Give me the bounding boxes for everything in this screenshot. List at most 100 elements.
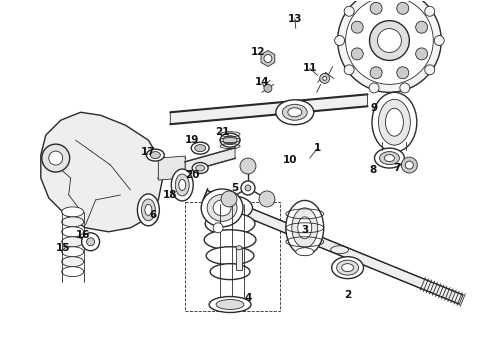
Text: 9: 9: [371, 103, 378, 113]
Text: 16: 16: [75, 230, 90, 240]
Ellipse shape: [216, 300, 244, 310]
Circle shape: [416, 48, 428, 60]
Circle shape: [240, 158, 256, 174]
Circle shape: [344, 65, 354, 75]
Ellipse shape: [372, 92, 417, 152]
Circle shape: [319, 73, 330, 84]
Circle shape: [49, 151, 63, 165]
Circle shape: [338, 0, 441, 92]
Ellipse shape: [208, 195, 252, 220]
Ellipse shape: [210, 264, 250, 280]
Circle shape: [351, 21, 363, 33]
Circle shape: [335, 36, 344, 45]
Circle shape: [370, 67, 382, 79]
Text: 10: 10: [283, 155, 297, 165]
Ellipse shape: [196, 165, 205, 171]
Ellipse shape: [223, 136, 237, 145]
Text: 12: 12: [251, 48, 265, 58]
Ellipse shape: [332, 257, 364, 279]
Text: 18: 18: [163, 190, 177, 200]
Polygon shape: [158, 156, 185, 180]
Text: 8: 8: [369, 165, 376, 175]
Circle shape: [344, 6, 354, 16]
Polygon shape: [185, 148, 235, 172]
Ellipse shape: [201, 189, 243, 227]
Circle shape: [397, 3, 409, 14]
Ellipse shape: [282, 104, 307, 120]
Circle shape: [370, 3, 382, 14]
Ellipse shape: [204, 230, 256, 250]
Text: 15: 15: [55, 243, 70, 253]
Text: 19: 19: [185, 135, 199, 145]
Circle shape: [259, 191, 275, 207]
Text: 13: 13: [288, 14, 302, 24]
Ellipse shape: [147, 149, 164, 161]
Text: 5: 5: [231, 183, 239, 193]
Ellipse shape: [342, 264, 354, 272]
Ellipse shape: [62, 227, 84, 237]
Ellipse shape: [175, 174, 189, 196]
Ellipse shape: [62, 207, 84, 217]
Ellipse shape: [191, 142, 209, 154]
Ellipse shape: [337, 260, 359, 275]
Circle shape: [221, 191, 237, 207]
Circle shape: [401, 157, 417, 173]
Text: 7: 7: [394, 163, 401, 173]
Circle shape: [264, 84, 272, 92]
Ellipse shape: [379, 152, 399, 165]
Text: 11: 11: [302, 63, 317, 73]
Circle shape: [425, 65, 435, 75]
Ellipse shape: [296, 248, 314, 256]
Circle shape: [434, 36, 444, 45]
Ellipse shape: [150, 152, 160, 159]
Circle shape: [369, 83, 379, 93]
Text: 4: 4: [245, 293, 252, 302]
Circle shape: [42, 144, 70, 172]
Circle shape: [87, 238, 95, 246]
Ellipse shape: [298, 217, 312, 239]
Circle shape: [264, 54, 272, 62]
Ellipse shape: [145, 204, 152, 215]
Bar: [185, 202, 280, 311]
Ellipse shape: [207, 194, 237, 221]
Ellipse shape: [195, 145, 206, 152]
Ellipse shape: [62, 257, 84, 267]
Ellipse shape: [205, 213, 255, 235]
Ellipse shape: [236, 246, 242, 250]
Circle shape: [245, 185, 251, 191]
Circle shape: [351, 48, 363, 60]
Ellipse shape: [209, 297, 251, 312]
Circle shape: [138, 205, 158, 225]
Circle shape: [82, 233, 99, 251]
Text: 6: 6: [150, 210, 157, 220]
Ellipse shape: [179, 180, 186, 190]
Ellipse shape: [142, 199, 155, 221]
Polygon shape: [261, 50, 275, 67]
Circle shape: [241, 181, 255, 195]
Circle shape: [397, 67, 409, 79]
Ellipse shape: [213, 200, 231, 216]
Circle shape: [416, 21, 428, 33]
Circle shape: [425, 6, 435, 16]
Text: 2: 2: [344, 289, 351, 300]
Ellipse shape: [378, 99, 410, 145]
Circle shape: [369, 21, 409, 60]
Text: 3: 3: [301, 225, 308, 235]
Polygon shape: [236, 248, 242, 270]
Ellipse shape: [385, 154, 394, 162]
Circle shape: [144, 210, 153, 220]
Ellipse shape: [137, 194, 159, 226]
Text: 21: 21: [215, 127, 229, 137]
Ellipse shape: [62, 217, 84, 227]
Circle shape: [345, 0, 433, 84]
Circle shape: [377, 28, 401, 53]
Ellipse shape: [292, 208, 318, 248]
Ellipse shape: [206, 247, 254, 265]
Circle shape: [213, 223, 223, 233]
Text: 20: 20: [185, 170, 199, 180]
Text: 1: 1: [314, 143, 321, 153]
Circle shape: [405, 161, 414, 169]
Ellipse shape: [276, 100, 314, 125]
Text: 17: 17: [141, 147, 156, 157]
Circle shape: [323, 76, 327, 80]
